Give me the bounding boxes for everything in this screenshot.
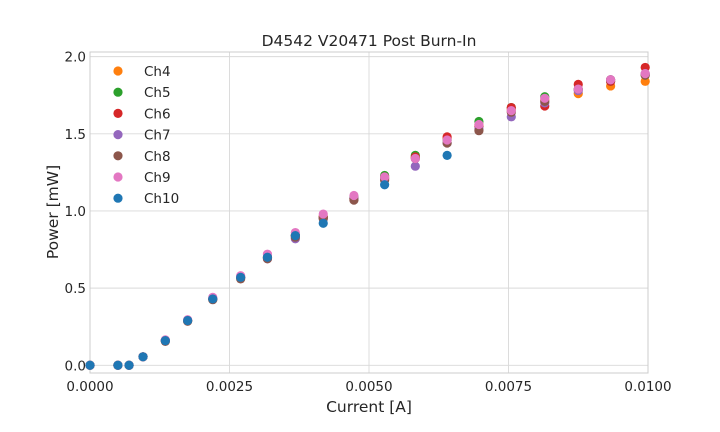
y-tick-label: 0.0	[65, 358, 86, 374]
legend-marker	[113, 108, 123, 118]
data-point	[124, 360, 134, 370]
legend-label: Ch7	[144, 128, 171, 144]
x-axis-label: Current [A]	[326, 398, 412, 416]
legend-marker	[113, 130, 123, 140]
data-point	[138, 352, 148, 362]
legend-marker	[113, 66, 123, 76]
x-tick-label: 0.0075	[485, 379, 532, 395]
x-tick-label: 0.0050	[345, 379, 392, 395]
x-tick-label: 0.0100	[624, 379, 671, 395]
y-tick-label: 0.5	[65, 281, 86, 297]
legend-label: Ch6	[144, 106, 171, 122]
data-point	[349, 190, 359, 201]
data-points	[85, 62, 650, 370]
data-point	[474, 119, 484, 130]
legend-label: Ch9	[144, 170, 171, 186]
series-ch10	[85, 150, 452, 370]
data-point	[410, 161, 420, 171]
data-point	[506, 106, 516, 116]
data-point	[380, 172, 390, 182]
y-tick-label: 1.5	[65, 127, 86, 143]
legend-label: Ch10	[144, 191, 179, 207]
y-tick-label: 1.0	[65, 204, 86, 220]
data-point	[290, 231, 300, 241]
data-point	[410, 153, 420, 164]
legend-label: Ch8	[144, 149, 171, 165]
legend-marker	[113, 172, 123, 182]
legend: Ch4 Ch5 Ch6 Ch7 Ch8 Ch9 Ch10	[113, 64, 179, 207]
y-tick-label: 2.0	[65, 50, 86, 66]
x-tick-label: 0.0000	[66, 379, 113, 395]
plot-frame	[89, 51, 649, 374]
data-point	[236, 272, 246, 282]
data-point	[160, 335, 170, 346]
data-point	[85, 360, 95, 370]
data-point	[380, 180, 390, 190]
data-point	[606, 75, 616, 85]
data-point	[442, 150, 452, 160]
data-point	[318, 218, 328, 228]
data-point	[208, 294, 218, 304]
data-point	[442, 135, 452, 145]
y-axis-label: Power [mW]	[44, 165, 62, 259]
data-point	[113, 360, 123, 370]
chart-title: D4542 V20471 Post Burn-In	[262, 32, 477, 50]
legend-label: Ch5	[144, 85, 171, 101]
legend-marker	[113, 87, 123, 97]
data-point	[640, 69, 650, 79]
legend-marker	[113, 151, 123, 161]
data-point	[262, 252, 273, 262]
x-tick-label: 0.0025	[206, 379, 253, 395]
data-point	[573, 84, 583, 94]
tick-labels: 0.0000 0.0025 0.0050 0.0075 0.0100 0.0 0.5 1.0 1…	[65, 50, 672, 395]
data-point	[183, 315, 193, 326]
legend-marker	[113, 193, 123, 203]
data-point	[318, 209, 328, 219]
data-point	[540, 93, 550, 103]
legend-label: Ch4	[144, 64, 171, 80]
